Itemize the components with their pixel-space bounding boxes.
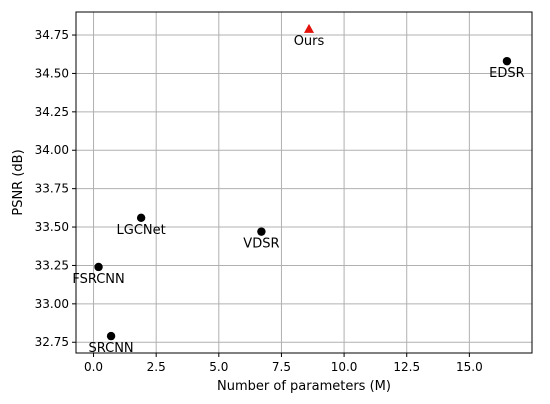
x-tick-label: 12.5 xyxy=(393,360,420,374)
point-fsrcnn-label: FSRCNN xyxy=(72,272,124,287)
y-axis-ticks: 32.75 33.00 33.25 33.50 33.75 34.00 34.25 34.50… xyxy=(35,28,76,349)
y-tick-label: 34.25 xyxy=(35,105,69,119)
point-vdsr-label: VDSR xyxy=(243,237,279,252)
y-tick-label: 34.50 xyxy=(35,66,69,80)
point-lgcnet-label: LGCNet xyxy=(117,223,166,238)
grid xyxy=(76,12,532,353)
x-tick-label: 0.0 xyxy=(84,360,103,374)
point-ours-marker xyxy=(304,23,315,33)
y-axis-label: PSNR (dB) xyxy=(11,149,26,215)
point-edsr-marker xyxy=(502,56,512,66)
point-fsrcnn-marker xyxy=(94,262,103,272)
y-tick-label: 33.50 xyxy=(35,220,69,234)
x-tick-label: 5.0 xyxy=(209,360,228,374)
point-srcnn-label: SRCNN xyxy=(88,341,133,356)
y-tick-label: 34.00 xyxy=(35,143,69,157)
y-tick-label: 33.25 xyxy=(35,258,69,272)
plot-frame xyxy=(75,11,533,354)
point-srcnn-marker xyxy=(106,331,116,341)
x-axis-label: Number of parameters (M) xyxy=(217,379,391,394)
point-edsr-label: EDSR xyxy=(489,66,525,81)
x-axis-ticks: 0.0 2.5 5.0 7.5 10.0 12.5 15.0 xyxy=(84,353,483,374)
y-tick-label: 33.00 xyxy=(35,297,69,311)
y-tick-label: 34.75 xyxy=(35,28,69,42)
x-tick-label: 7.5 xyxy=(272,360,291,374)
x-tick-label: 2.5 xyxy=(147,360,166,374)
x-tick-label: 10.0 xyxy=(331,360,358,374)
y-tick-label: 32.75 xyxy=(35,335,69,349)
x-tick-label: 15.0 xyxy=(456,360,483,374)
point-lgcnet-marker xyxy=(136,213,146,223)
point-ours-label: Ours xyxy=(294,34,325,49)
point-vdsr-marker xyxy=(257,227,266,236)
data-points: Ours EDSR LGCNet VDSR FSRCNN SRCNN xyxy=(72,23,525,356)
y-tick-label: 33.75 xyxy=(35,182,69,196)
